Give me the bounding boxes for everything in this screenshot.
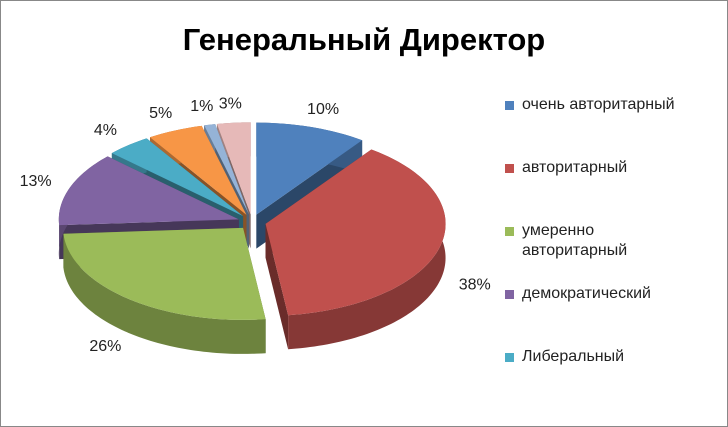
data-label: 13% [20, 173, 52, 190]
data-label: 26% [89, 338, 121, 355]
slice-top [63, 227, 266, 320]
legend-swatch [505, 227, 514, 236]
slice-top [149, 125, 247, 215]
data-label: 10% [307, 101, 339, 118]
slice-top [58, 156, 239, 226]
legend-item: авторитарный [505, 158, 720, 221]
legend-swatch [505, 353, 514, 362]
slice-top [265, 149, 446, 316]
slice-cut-face [265, 223, 289, 350]
legend-item: умеренно авторитарный [505, 221, 720, 284]
data-label: 3% [219, 96, 242, 113]
pie-slice [265, 149, 446, 350]
legend-swatch [505, 164, 514, 173]
pie-slice [63, 227, 266, 354]
data-label: 38% [459, 277, 491, 294]
legend-label: авторитарный [522, 159, 628, 176]
legend-item: очень авторитарный [505, 95, 720, 158]
legend-label: умеренно авторитарный [522, 222, 628, 259]
slice-side [63, 233, 266, 354]
data-label: 1% [190, 98, 213, 115]
chart-title: Генеральный Директор [182, 22, 546, 57]
legend-item: Либеральный [505, 347, 720, 410]
legend-item: демократический [505, 284, 720, 347]
legend-swatch [505, 290, 514, 299]
legend-label: демократический [522, 285, 651, 302]
legend: очень авторитарный авторитарный умеренно а… [505, 95, 720, 410]
slice-top [216, 122, 251, 215]
slice-top [204, 124, 249, 215]
slice-top [256, 122, 363, 215]
data-label: 5% [149, 105, 172, 122]
data-label: 4% [94, 122, 117, 139]
legend-label: очень авторитарный [522, 96, 675, 113]
legend-label: Либеральный [522, 348, 625, 365]
legend-swatch [505, 101, 514, 110]
slice-top [111, 138, 244, 217]
